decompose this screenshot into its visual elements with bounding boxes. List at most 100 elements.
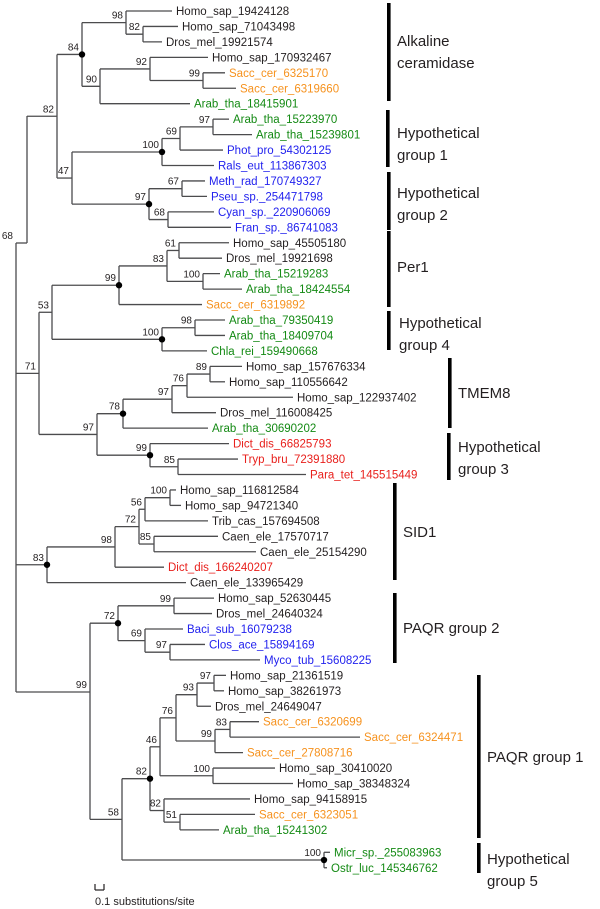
- bootstrap-values: 8298999290849769100676897478261100839998…: [2, 11, 322, 859]
- taxon-label: Homo_sap_122937402: [297, 392, 417, 404]
- taxon-label: Meth_rad_170749327: [209, 176, 322, 188]
- bootstrap-value: 51: [166, 810, 178, 821]
- bootstrap-value: 100: [142, 140, 159, 151]
- group-bar: [387, 311, 391, 350]
- bootstrap-value: 78: [109, 402, 121, 413]
- taxon-label: Caen_ele_17570717: [222, 531, 329, 543]
- taxon-label: Homo_sap_45505180: [233, 238, 346, 250]
- bootstrap-value: 97: [200, 671, 212, 682]
- scale-bar-label: 0.1 substitutions/site: [95, 896, 195, 908]
- bootstrap-value: 68: [154, 208, 166, 219]
- bootstrap-value: 99: [189, 69, 201, 80]
- node-dot: [146, 775, 154, 782]
- taxon-label: Homo_sap_110556642: [229, 377, 348, 389]
- taxon-label: Chla_rei_159490668: [211, 346, 318, 358]
- bootstrap-value: 98: [112, 11, 124, 22]
- bootstrap-value: 58: [108, 807, 120, 818]
- bootstrap-value: 92: [136, 57, 148, 68]
- taxon-label: Cyan_sp._220906069: [218, 207, 331, 219]
- taxon-label: Arab_tha_15241302: [223, 825, 327, 837]
- group-label: Hypothetical: [487, 851, 570, 868]
- bootstrap-value: 100: [150, 486, 167, 497]
- group-label: Hypothetical: [458, 439, 541, 456]
- taxon-label: Phot_pro_54302125: [227, 145, 331, 157]
- taxon-label: Clos_ace_15894169: [209, 639, 315, 651]
- bootstrap-value: 97: [83, 422, 95, 433]
- bootstrap-value: 99: [105, 273, 117, 284]
- node-dot: [78, 51, 86, 58]
- taxon-label: Ostr_luc_145346762: [331, 863, 438, 875]
- node-dot: [158, 336, 166, 343]
- bootstrap-value: 83: [216, 717, 228, 728]
- taxon-label: Dros_mel_24649047: [215, 701, 322, 713]
- group-bar: [393, 593, 397, 663]
- bootstrap-value: 100: [193, 764, 210, 775]
- bootstrap-value: 82: [129, 22, 141, 33]
- group-label: Per1: [397, 259, 429, 276]
- group-label: Alkaline: [397, 33, 450, 50]
- node-dot: [158, 148, 166, 156]
- group-bar: [393, 483, 397, 580]
- group-label: group 5: [487, 873, 538, 890]
- taxon-label: Dros_mel_116008425: [220, 408, 332, 420]
- taxon-label: Sacc_cer_6319660: [240, 83, 339, 95]
- taxon-labels: Homo_sap_19424128 Homo_sap_71043498 Dros_m…: [166, 6, 463, 875]
- taxon-label: Dros_mel_19921574: [166, 37, 273, 49]
- scale-bar: 0.1 substitutions/site: [94, 884, 195, 908]
- taxon-label: Homo_sap_30410020: [279, 763, 392, 775]
- taxon-label: Homo_sap_52630445: [218, 593, 331, 605]
- taxon-label: Homo_sap_170932467: [212, 52, 332, 64]
- taxon-label: Tryp_bru_72391880: [242, 454, 345, 466]
- taxon-label: Caen_ele_133965429: [190, 578, 303, 590]
- group-label: TMEM8: [458, 385, 511, 402]
- bootstrap-value: 76: [173, 374, 185, 385]
- bootstrap-value: 56: [131, 497, 143, 508]
- taxon-label: Arab_tha_18424554: [246, 284, 351, 296]
- taxon-label: Arab_tha_15239801: [256, 130, 360, 142]
- bootstrap-value: 84: [68, 42, 80, 53]
- taxon-label: Arab_tha_18415901: [194, 99, 298, 111]
- bootstrap-value: 97: [135, 192, 147, 203]
- taxon-label: Homo_sap_71043498: [182, 21, 295, 33]
- group-label: group 1: [397, 147, 448, 164]
- node-dot: [119, 410, 127, 417]
- bootstrap-value: 46: [146, 735, 158, 746]
- bootstrap-value: 67: [168, 177, 180, 188]
- taxon-label: Dict_dis_166240207: [168, 562, 273, 574]
- bootstrap-value: 82: [136, 767, 148, 778]
- group-label: group 4: [399, 337, 450, 354]
- taxon-label: Sacc_cer_6325170: [229, 68, 328, 80]
- group-label: group 3: [458, 461, 509, 478]
- group-label: PAQR group 2: [403, 620, 499, 637]
- taxon-label: Sacc_cer_6324471: [364, 732, 463, 744]
- bootstrap-value: 90: [86, 74, 98, 85]
- bootstrap-value: 76: [162, 706, 174, 717]
- node-dot: [145, 200, 153, 208]
- taxon-label: Arab_tha_15223970: [233, 114, 337, 126]
- taxon-label: Caen_ele_25154290: [260, 547, 367, 559]
- group-label: Hypothetical: [397, 185, 480, 202]
- taxon-label: Homo_sap_38261973: [228, 686, 341, 698]
- taxon-label: Homo_sap_21361519: [230, 670, 343, 682]
- taxon-label: Homo_sap_19424128: [176, 6, 289, 18]
- bootstrap-value: 83: [153, 254, 165, 265]
- taxon-label: Trib_cas_157694508: [212, 516, 320, 528]
- bootstrap-value: 89: [196, 362, 208, 373]
- bootstrap-value: 99: [76, 680, 88, 691]
- group-label: Hypothetical: [399, 315, 482, 332]
- group-bar: [387, 231, 391, 307]
- taxon-label: Sacc_cer_6320699: [263, 717, 362, 729]
- bootstrap-value: 100: [304, 848, 321, 859]
- bootstrap-value: 100: [183, 269, 200, 280]
- bootstrap-value: 47: [58, 166, 70, 177]
- bootstrap-value: 72: [125, 515, 137, 526]
- taxon-label: Homo_sap_38348324: [297, 779, 411, 791]
- taxon-label: Arab_tha_79350419: [229, 315, 333, 327]
- bootstrap-value: 53: [38, 300, 50, 311]
- group-bar: [477, 843, 481, 873]
- group-label: group 2: [397, 207, 448, 224]
- node-dot: [320, 856, 328, 864]
- taxon-label: Arab_tha_18409704: [229, 330, 334, 342]
